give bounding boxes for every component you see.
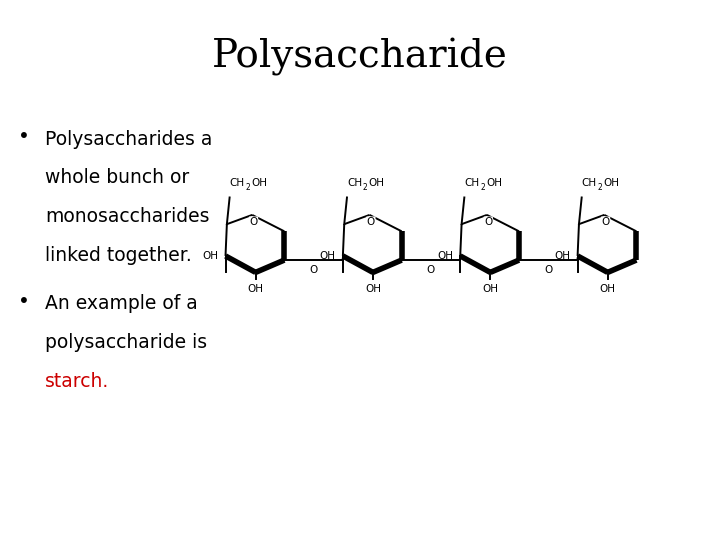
Text: O: O bbox=[601, 217, 610, 227]
Text: OH: OH bbox=[251, 178, 267, 188]
Text: O: O bbox=[484, 217, 492, 227]
Text: OH: OH bbox=[365, 285, 381, 294]
Text: OH: OH bbox=[437, 251, 453, 261]
Text: monosaccharides: monosaccharides bbox=[45, 207, 210, 226]
Text: O: O bbox=[366, 217, 375, 227]
Text: O: O bbox=[427, 266, 435, 275]
Text: Polysaccharides a: Polysaccharides a bbox=[45, 130, 212, 148]
Text: starch.: starch. bbox=[45, 372, 109, 391]
Text: OH: OH bbox=[482, 285, 498, 294]
Text: An example of a: An example of a bbox=[45, 294, 198, 313]
Text: CH: CH bbox=[464, 178, 480, 188]
Text: Polysaccharide: Polysaccharide bbox=[212, 38, 508, 76]
Text: CH: CH bbox=[230, 178, 245, 188]
Text: 2: 2 bbox=[480, 183, 485, 192]
Text: OH: OH bbox=[600, 285, 616, 294]
Text: OH: OH bbox=[248, 285, 264, 294]
Text: 2: 2 bbox=[598, 183, 602, 192]
Text: •: • bbox=[18, 127, 30, 146]
Text: 2: 2 bbox=[246, 183, 250, 192]
Text: OH: OH bbox=[486, 178, 502, 188]
Text: polysaccharide is: polysaccharide is bbox=[45, 333, 207, 352]
Text: whole bunch or: whole bunch or bbox=[45, 168, 189, 187]
Text: O: O bbox=[249, 217, 258, 227]
Text: •: • bbox=[18, 292, 30, 310]
Text: CH: CH bbox=[582, 178, 597, 188]
Text: OH: OH bbox=[603, 178, 619, 188]
Text: OH: OH bbox=[202, 251, 218, 261]
Text: 2: 2 bbox=[363, 183, 367, 192]
Text: O: O bbox=[310, 266, 318, 275]
Text: linked together.: linked together. bbox=[45, 246, 192, 265]
Text: CH: CH bbox=[347, 178, 362, 188]
Text: OH: OH bbox=[554, 251, 570, 261]
Text: OH: OH bbox=[320, 251, 336, 261]
Text: OH: OH bbox=[369, 178, 384, 188]
Text: O: O bbox=[544, 266, 552, 275]
